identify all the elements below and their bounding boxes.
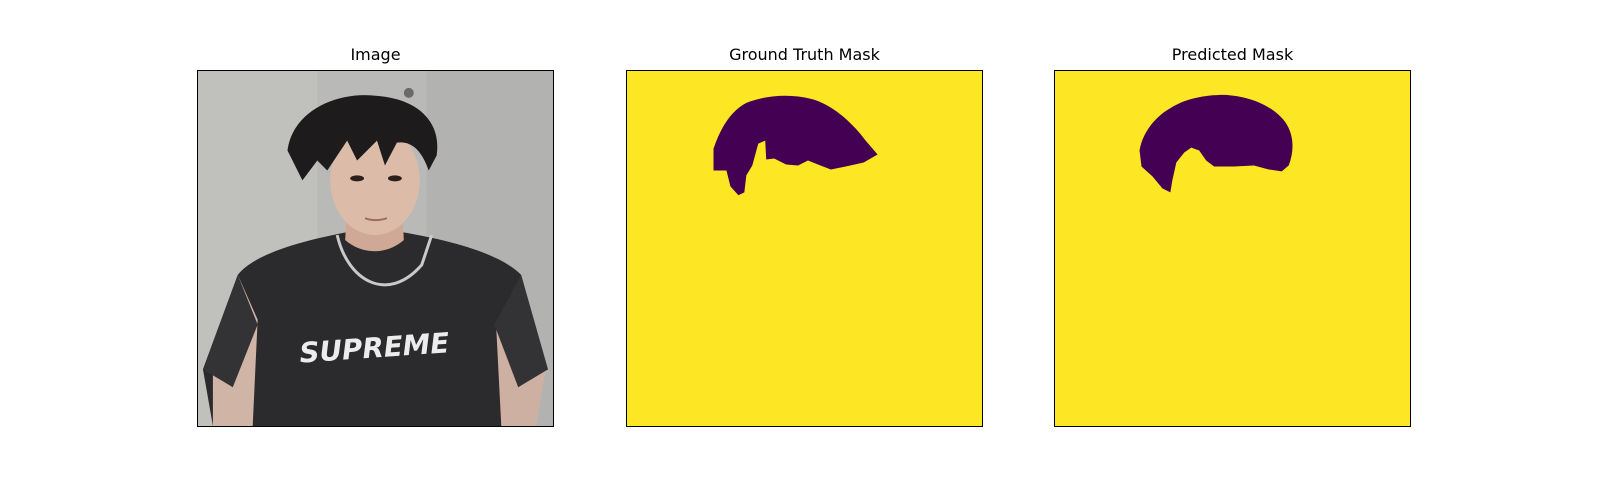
- portrait-photo: SUPREME: [198, 71, 553, 426]
- predicted-panel-title: Predicted Mask: [1054, 44, 1411, 66]
- image-panel-title: Image: [197, 44, 554, 66]
- ground-truth-panel-title: Ground Truth Mask: [626, 44, 983, 66]
- image-panel: SUPREME: [197, 70, 554, 427]
- ground-truth-panel: [626, 70, 983, 427]
- predicted-mask: [1055, 71, 1410, 426]
- ground-truth-mask: [627, 71, 982, 426]
- predicted-panel: [1054, 70, 1411, 427]
